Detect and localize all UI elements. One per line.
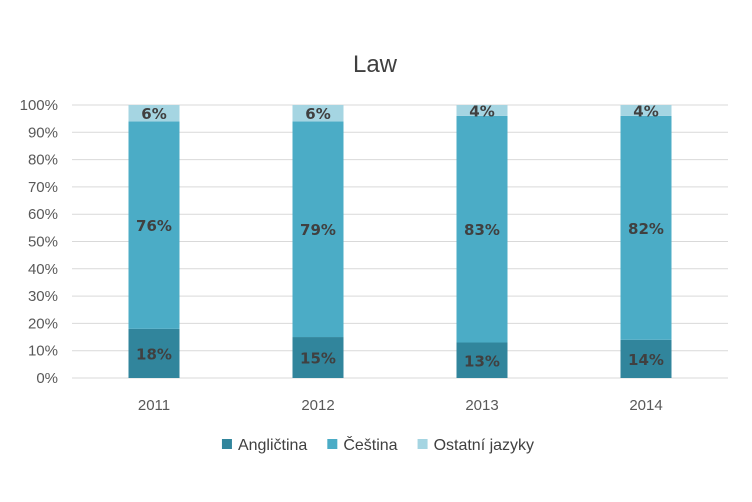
y-axis-ticks: 0% 10% 20% 30% 40% 50% 60% 70% 80% 90% 100% [20, 97, 58, 387]
legend-swatch [327, 439, 338, 449]
gridlines [72, 104, 728, 379]
y-tick-label: 0% [36, 370, 58, 387]
chart-title: Law [353, 51, 398, 78]
y-tick-label: 10% [28, 343, 58, 360]
bar-segment [620, 105, 672, 116]
x-axis-ticks: 2011 2012 2013 2014 [138, 397, 663, 414]
y-tick-label: 60% [28, 206, 58, 223]
x-tick-label: 2014 [629, 397, 662, 414]
data-label: 76% [136, 217, 172, 235]
x-tick-label: 2012 [301, 397, 334, 414]
data-label: 79% [300, 221, 336, 239]
y-tick-label: 20% [28, 315, 58, 332]
data-label: 6% [141, 105, 166, 123]
data-label: 15% [300, 350, 336, 368]
data-label: 13% [464, 352, 500, 370]
y-tick-label: 50% [28, 234, 58, 251]
bar-segment [456, 105, 508, 116]
data-label: 4% [633, 102, 658, 120]
data-label: 18% [136, 345, 172, 363]
bar-segment [292, 105, 344, 122]
bar-segment [292, 121, 344, 338]
legend-label: Čeština [343, 435, 397, 454]
legend-item: Čeština [327, 435, 398, 454]
bar-segment [620, 115, 672, 340]
legend-swatch [221, 439, 232, 449]
data-label: 83% [464, 221, 500, 239]
x-tick-label: 2011 [138, 397, 170, 414]
y-tick-label: 80% [28, 152, 58, 169]
y-tick-label: 40% [28, 261, 58, 278]
legend-label: Angličtina [238, 437, 307, 454]
y-tick-label: 100% [20, 97, 58, 114]
legend-label: Ostatní jazyky [434, 437, 534, 454]
data-label: 6% [305, 105, 330, 123]
legend-item: Angličtina [221, 437, 307, 454]
x-tick-label: 2013 [465, 397, 498, 414]
bar-segment [456, 342, 508, 378]
data-label: 82% [628, 220, 664, 238]
bar-segment [620, 339, 672, 378]
y-tick-label: 90% [28, 124, 58, 141]
bars [128, 105, 672, 378]
y-tick-label: 70% [28, 179, 58, 196]
bar-segment [128, 121, 180, 329]
legend-item: Ostatní jazyky [417, 437, 534, 454]
bar-segment [128, 105, 180, 122]
legend: Angličtina Čeština Ostatní jazyky [221, 435, 534, 454]
data-label: 14% [628, 351, 664, 369]
data-label: 4% [469, 102, 494, 120]
bar-segment [456, 115, 508, 343]
y-tick-label: 30% [28, 288, 58, 305]
bar-segment [292, 337, 344, 378]
legend-swatch [417, 439, 428, 449]
bar-segment [128, 328, 180, 378]
data-labels: 18% 76% 6% 15% 79% 6% 13% 83% 4% 14% 82% 4% [136, 102, 664, 370]
